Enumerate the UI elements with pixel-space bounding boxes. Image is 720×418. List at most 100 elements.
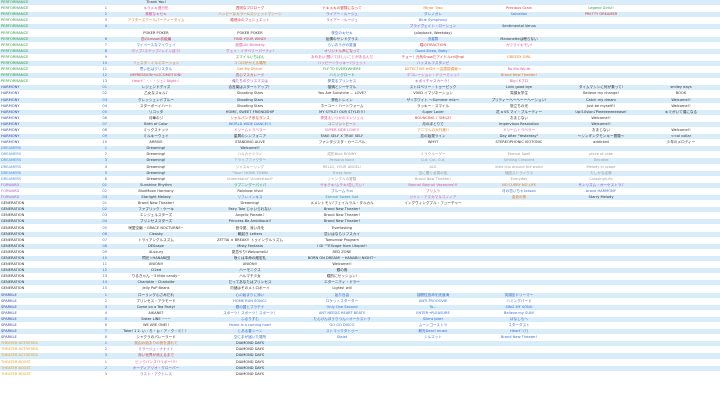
song-cell[interactable]	[478, 340, 560, 348]
song-cell[interactable]: ハミングロード	[296, 72, 388, 80]
song-cell[interactable]	[478, 206, 560, 214]
unit-category-cell[interactable]: PERFORMANCE	[0, 54, 78, 61]
song-cell[interactable]: WORLD WIDE DANCE!!!	[204, 121, 296, 128]
unit-category-cell[interactable]: THEATER BOOST	[0, 359, 78, 366]
song-cell[interactable]: Understand" Understand"	[204, 176, 296, 183]
song-cell[interactable]: 銀の翼とプラチナ	[204, 304, 296, 311]
song-cell[interactable]: あめあい 聞いてほしいことがあるんだ	[296, 54, 388, 61]
song-cell[interactable]	[108, 54, 204, 61]
song-cell[interactable]: Ro-Ma-Wo-Yo	[478, 66, 560, 74]
song-cell[interactable]: トライアングルスズム	[108, 237, 204, 244]
song-cell[interactable]: Starry Melody	[560, 194, 642, 202]
unit-number-cell[interactable]	[78, 0, 108, 7]
unit-category-cell[interactable]: PERFORMANCE	[0, 17, 78, 25]
song-cell[interactable]: キミがいて僕になる	[642, 109, 720, 116]
song-cell[interactable]: フェスタ・イルミネーション	[108, 60, 204, 68]
song-cell[interactable]: FAKE SELF X TRUE SELF	[296, 133, 388, 141]
song-cell[interactable]: ハッピーなカラー&スジェットマシーン	[204, 11, 296, 19]
song-cell[interactable]: スポーツ！スポーツ！スポーツ！	[204, 310, 296, 317]
song-cell[interactable]: ハッピー☆ラッキー♪ジェット	[296, 60, 388, 68]
song-cell[interactable]	[642, 151, 720, 159]
unit-number-cell[interactable]: 3	[78, 371, 108, 378]
song-cell[interactable]	[478, 267, 560, 275]
song-cell[interactable]: たんけんほうりつん☆オーケストラ	[296, 316, 388, 323]
song-cell[interactable]	[560, 304, 642, 311]
song-cell[interactable]	[642, 255, 720, 263]
song-cell[interactable]	[388, 218, 478, 226]
song-cell[interactable]	[296, 359, 388, 366]
song-cell[interactable]: PRETTY DREAMER	[560, 11, 642, 19]
song-cell[interactable]	[560, 359, 642, 366]
unit-category-cell[interactable]: GENERATION	[0, 249, 78, 256]
unit-category-cell[interactable]: GENERATION	[0, 273, 78, 281]
song-cell[interactable]: BOUNCING ♪ SMILE!	[388, 115, 478, 122]
song-cell[interactable]	[642, 352, 720, 360]
song-cell[interactable]: Eternal Sweet Sad	[296, 194, 388, 202]
song-cell[interactable]: 揺開性放命を底道海	[388, 292, 478, 299]
song-cell[interactable]: Silent Joker	[388, 316, 478, 323]
unit-number-cell[interactable]: 15	[78, 285, 108, 293]
unit-number-cell[interactable]: 2	[78, 298, 108, 305]
unit-number-cell[interactable]: 02	[78, 188, 108, 196]
song-cell[interactable]: 月の恋いちゃLesson	[478, 188, 560, 196]
song-cell[interactable]: Everyday	[478, 176, 560, 183]
song-cell[interactable]: 笑顔女学生	[478, 90, 560, 98]
song-cell[interactable]: Brand New Theater!	[108, 200, 204, 208]
unit-category-cell[interactable]: PERFORMANCE	[0, 78, 78, 86]
song-cell[interactable]: Sentimental Venus	[478, 23, 560, 31]
song-cell[interactable]: Fairy Tale じゃいられない	[204, 206, 296, 214]
unit-number-cell[interactable]: 3	[78, 304, 108, 311]
song-cell[interactable]: 俺たちのクリスマスは	[204, 78, 296, 86]
song-cell[interactable]: 透明なプロローグ	[204, 5, 296, 13]
song-cell[interactable]	[478, 359, 560, 366]
song-cell[interactable]	[560, 54, 642, 61]
song-cell[interactable]: 花 a VS マイ・ブルーティー	[478, 109, 560, 116]
song-cell[interactable]: DIAMOND DAYS	[204, 340, 296, 348]
song-cell[interactable]: メメントモリ♪フェイルラル・タルカル	[296, 200, 388, 208]
song-cell[interactable]	[478, 279, 560, 287]
song-cell[interactable]: ZETTAI × BREAK!! トゥインクルリズム	[204, 237, 296, 244]
song-cell[interactable]	[560, 206, 642, 214]
song-cell[interactable]: brave HARMONY	[560, 188, 642, 196]
song-cell[interactable]: リコッタ	[108, 109, 204, 116]
song-cell[interactable]	[478, 346, 560, 354]
song-cell[interactable]	[642, 249, 720, 256]
song-cell[interactable]: Brand New Theater!	[296, 218, 388, 226]
song-cell[interactable]: Princess Be Ambitious!!	[204, 218, 296, 226]
song-cell[interactable]: Welcome!!	[560, 121, 642, 128]
song-cell[interactable]	[642, 285, 720, 293]
unit-category-cell[interactable]: PERFORMANCE	[0, 66, 78, 74]
song-cell[interactable]: ホップ♪ステップ♪レインぼぅ!	[108, 48, 204, 55]
unit-number-cell[interactable]: 1	[78, 5, 108, 13]
song-cell[interactable]	[642, 5, 720, 13]
unit-category-cell[interactable]: GENERATION	[0, 231, 78, 238]
song-cell[interactable]: 瞳のFIRACTION	[388, 42, 478, 49]
unit-number-cell[interactable]: 1	[78, 292, 108, 299]
song-cell[interactable]: 恋心マスカレード	[204, 72, 296, 80]
song-cell[interactable]: ARRIVE	[108, 139, 204, 147]
song-cell[interactable]: Charlotte・Charlotte	[108, 279, 204, 287]
song-cell[interactable]: 心の始まりに添い	[204, 292, 296, 299]
song-cell[interactable]	[642, 365, 720, 372]
song-cell[interactable]: ACK	[388, 164, 478, 171]
song-cell[interactable]	[642, 212, 720, 220]
unit-category-cell[interactable]: GENERATION	[0, 285, 78, 293]
song-cell[interactable]	[388, 359, 478, 366]
song-cell[interactable]: Brand New Theater!	[478, 334, 560, 342]
song-cell[interactable]	[388, 145, 478, 153]
song-cell[interactable]: ストマックタトゥー	[296, 328, 388, 336]
song-cell[interactable]: Blue Symphony	[388, 17, 478, 25]
unit-category-cell[interactable]: DREAMERS	[0, 170, 78, 177]
song-cell[interactable]: 星屑のシンフォニア	[204, 133, 296, 141]
song-cell[interactable]	[388, 365, 478, 372]
song-cell[interactable]	[296, 352, 388, 360]
song-cell[interactable]: ロケットスターター	[296, 298, 388, 305]
song-cell[interactable]	[642, 29, 720, 37]
song-cell[interactable]: ユニゾン☆ビート	[296, 121, 388, 128]
song-cell[interactable]	[642, 157, 720, 165]
unit-category-cell[interactable]: HARMONY	[0, 121, 78, 128]
song-cell[interactable]	[642, 176, 720, 183]
unit-category-cell[interactable]: HARMONY	[0, 133, 78, 141]
unit-number-cell[interactable]: 08	[78, 127, 108, 135]
unit-category-cell[interactable]: HARMONY	[0, 97, 78, 104]
